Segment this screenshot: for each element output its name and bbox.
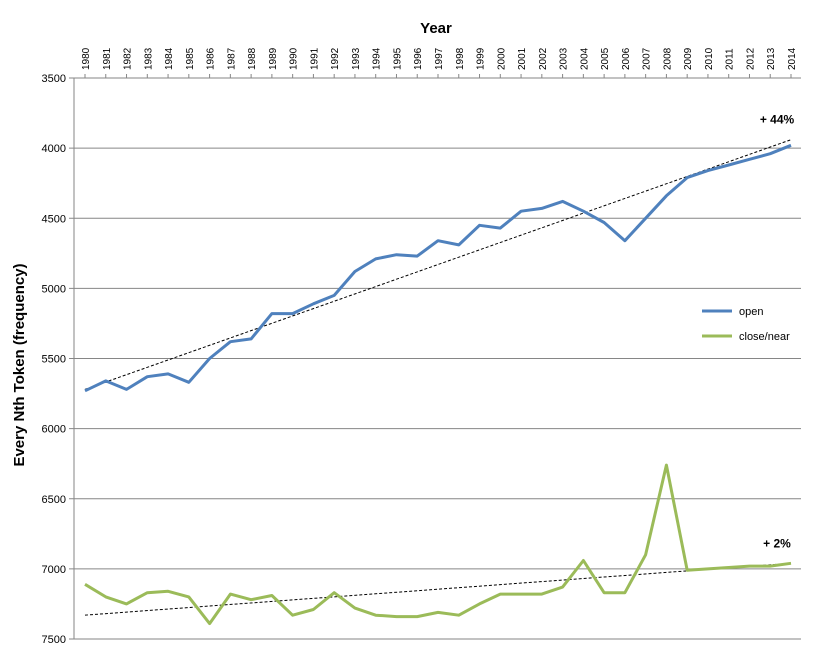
annotations: + 44% + 2% <box>760 113 795 551</box>
trendline-open <box>84 139 792 390</box>
x-tick-label: 2008 <box>662 47 673 70</box>
legend: open close/near <box>702 306 790 343</box>
y-tick-label: 4000 <box>42 143 66 155</box>
trend-annotation: + 44% <box>760 113 795 127</box>
y-tick-label: 5000 <box>42 283 66 295</box>
x-tick-label: 1994 <box>372 47 383 70</box>
y-tick-label: 6000 <box>42 424 66 436</box>
y-tick-label: 6500 <box>42 494 66 506</box>
x-tick-label: 1982 <box>123 47 134 70</box>
x-tick-label: 1990 <box>289 47 300 70</box>
y-tick-label: 3500 <box>42 73 66 85</box>
x-tick-label: 1999 <box>476 47 487 70</box>
x-tick-label: 2013 <box>766 47 777 70</box>
x-tick-label: 2010 <box>704 47 715 70</box>
x-tick-label: 1988 <box>247 47 258 70</box>
y-tick-label: 4500 <box>42 213 66 225</box>
x-tick-label: 1996 <box>413 47 424 70</box>
x-tick-label: 1992 <box>330 47 341 70</box>
x-tick-label: 2011 <box>725 48 736 70</box>
x-tick-label: 1991 <box>309 47 320 70</box>
x-tick-label: 1998 <box>455 47 466 70</box>
legend-label: close/near <box>739 331 790 343</box>
x-tick-label: 1993 <box>351 47 362 70</box>
legend-label: open <box>739 306 763 318</box>
x-axis-ticks: 1980 1981 1982 1983 1984 1985 1986 1987 1988 1989… <box>81 47 798 78</box>
x-tick-label: 2014 <box>787 47 798 70</box>
x-tick-label: 2007 <box>642 47 653 70</box>
x-tick-label: 1987 <box>226 47 237 70</box>
trend-annotation: + 2% <box>763 536 791 550</box>
series-lines <box>84 143 792 626</box>
series-line-close-near <box>84 463 792 626</box>
gridlines <box>69 77 801 640</box>
x-tick-label: 2012 <box>745 47 756 70</box>
x-tick-label: 2009 <box>683 47 694 70</box>
trendline-close-near <box>84 562 792 616</box>
y-tick-label: 7000 <box>42 564 66 576</box>
x-tick-label: 2004 <box>579 47 590 70</box>
x-tick-label: 1989 <box>268 47 279 70</box>
y-axis-title: Every Nth Token (frequency) <box>11 263 28 466</box>
x-tick-label: 2000 <box>496 47 507 70</box>
x-tick-label: 1983 <box>143 47 154 70</box>
x-tick-label: 2006 <box>621 47 632 70</box>
x-tick-label: 2001 <box>517 47 528 70</box>
x-tick-label: 1981 <box>102 47 113 70</box>
x-tick-label: 1980 <box>81 47 92 70</box>
x-tick-label: 2003 <box>559 47 570 70</box>
series-line-open <box>84 143 792 393</box>
trendlines <box>84 139 792 616</box>
y-tick-label: 7500 <box>42 634 66 646</box>
y-tick-label: 5500 <box>42 354 66 366</box>
x-tick-label: 2002 <box>538 47 549 70</box>
x-axis-title: Year <box>420 20 452 37</box>
x-tick-label: 2005 <box>600 47 611 70</box>
y-axis-ticks: 3500 4000 4500 5000 5500 6000 6500 7000 7500 <box>42 73 66 646</box>
x-tick-label: 1984 <box>164 47 175 70</box>
x-tick-label: 1995 <box>392 47 403 70</box>
x-tick-label: 1985 <box>185 47 196 70</box>
x-tick-label: 1986 <box>206 47 217 70</box>
x-tick-label: 1997 <box>434 47 445 70</box>
